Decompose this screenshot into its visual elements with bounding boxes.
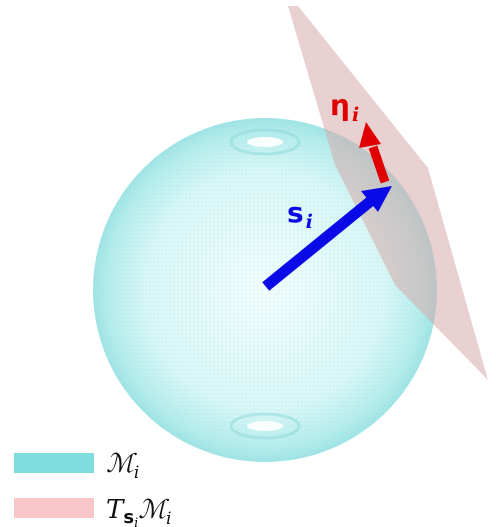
legend-label-tangent: Tsiℳi	[106, 495, 171, 527]
legend-swatch-manifold	[14, 453, 94, 473]
manifold-sphere	[93, 118, 437, 462]
s-vector-arrow	[262, 186, 392, 291]
eta-vector-arrow	[359, 122, 390, 184]
legend-swatch-tangent	[14, 498, 94, 518]
legend-label-manifold: ℳi	[106, 449, 139, 483]
legend: ℳi Tsiℳi	[14, 449, 171, 527]
